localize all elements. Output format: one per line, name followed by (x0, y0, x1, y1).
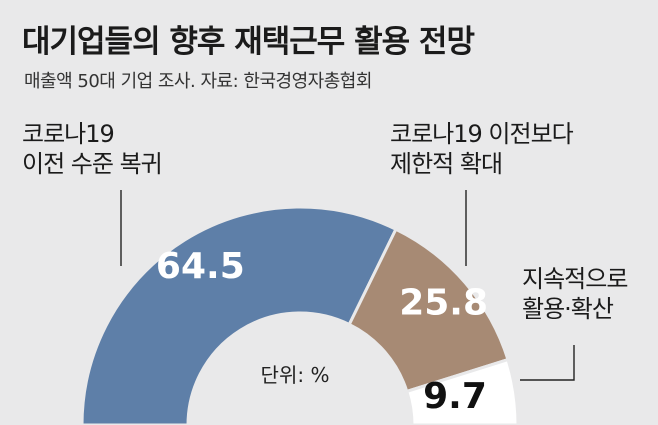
slice-label-1-line-1: 코로나19 (22, 120, 114, 148)
leader-line-3 (520, 345, 575, 381)
slice-1 (80, 205, 398, 425)
slice-3 (404, 357, 520, 425)
slice-label-3-line-1: 지속적으로 (522, 265, 627, 293)
chart-subtitle: 매출액 50대 기업 조사. 자료: 한국경영자총협회 (24, 71, 372, 92)
value-label-3: 9.7 (423, 376, 487, 417)
slice-label-2-line-1: 코로나19 이전보다 (390, 120, 574, 148)
unit-label: 단위: % (261, 363, 330, 387)
value-label-2: 25.8 (399, 283, 488, 324)
slice-label-2-line-2: 제한적 확대 (390, 150, 502, 178)
slice-label-3-line-2: 활용·확산 (522, 295, 614, 323)
value-label-1: 64.5 (156, 246, 245, 287)
chart-title: 대기업들의 향후 재택근무 활용 전망 (22, 24, 475, 60)
slice-label-1-line-2: 이전 수준 복귀 (22, 150, 162, 178)
